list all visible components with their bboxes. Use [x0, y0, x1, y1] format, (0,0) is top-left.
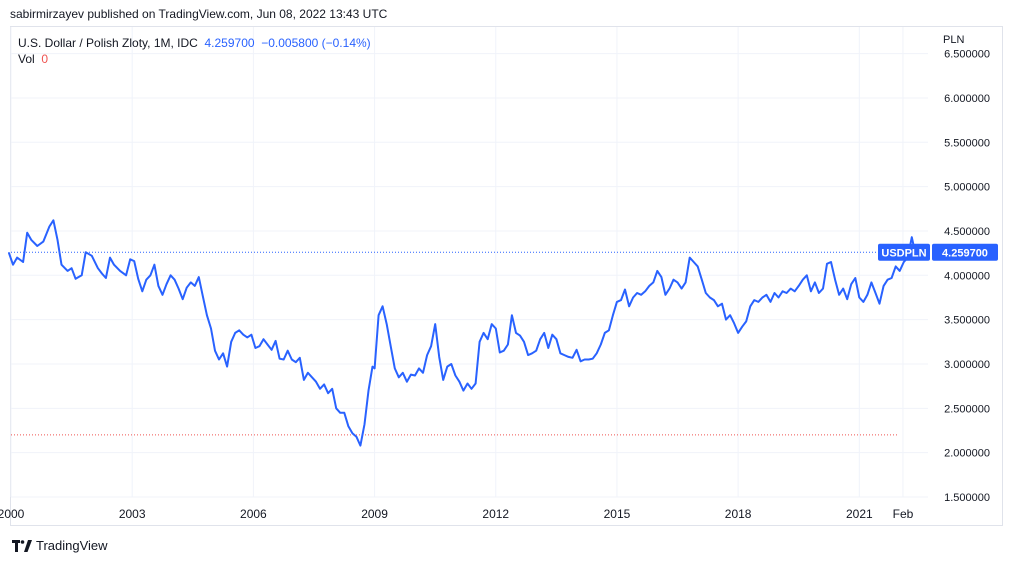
y-tick-label: 3.000000	[944, 359, 990, 371]
x-tick-label: 2003	[119, 507, 146, 521]
y-tick-label: 5.000000	[944, 182, 990, 194]
y-tick-label: 4.000000	[944, 270, 990, 282]
last-price-label: USDPLN 4.259700	[878, 243, 998, 261]
x-tick-label: 2009	[361, 507, 388, 521]
y-tick-label: 5.500000	[944, 137, 990, 149]
x-tick-label: 2015	[604, 507, 631, 521]
x-tick-label: 2018	[725, 507, 752, 521]
y-axis: 6.500000 6.000000 5.500000 5.000000 4.500000…	[944, 49, 990, 504]
footer-brand[interactable]: TradingView	[12, 538, 108, 553]
last-price-symbol-badge	[878, 243, 930, 261]
y-tick-label: 2.500000	[944, 403, 990, 415]
y-tick-label: 4.500000	[944, 226, 990, 238]
series-line-usdpln	[8, 219, 917, 447]
x-tick-label: 2006	[240, 507, 267, 521]
footer-brand-text: TradingView	[36, 538, 108, 553]
legend-change: −0.005800 (−0.14%)	[261, 36, 371, 50]
legend-symbol-row: U.S. Dollar / Polish Zloty, 1M, IDC 4.25…	[18, 35, 371, 51]
price-axis-currency: PLN	[943, 34, 965, 46]
y-tick-label: 2.000000	[944, 448, 990, 460]
legend-vol-value: 0	[41, 52, 49, 66]
x-tick-label: Feb	[893, 507, 914, 521]
legend-volume-row: Vol 0	[18, 51, 371, 67]
grid	[10, 27, 928, 498]
y-tick-label: 3.500000	[944, 315, 990, 327]
legend-last-value: 4.259700	[204, 36, 255, 50]
last-price-value-badge	[932, 243, 998, 261]
tradingview-logo-icon	[12, 539, 32, 552]
publisher-line: sabirmirzayev published on TradingView.c…	[10, 7, 388, 21]
y-tick-label: 1.500000	[944, 492, 990, 504]
x-tick-label: 2021	[846, 507, 873, 521]
price-series	[8, 219, 917, 447]
reference-lines	[11, 251, 898, 436]
x-tick-label: 2000	[0, 507, 25, 521]
last-price-symbol: USDPLN	[881, 247, 926, 259]
x-tick-label: 2012	[482, 507, 509, 521]
last-price-value: 4.259700	[942, 247, 988, 259]
y-tick-label: 6.500000	[944, 49, 990, 61]
y-tick-label: 6.000000	[944, 93, 990, 105]
chart-legend: U.S. Dollar / Polish Zloty, 1M, IDC 4.25…	[18, 35, 371, 67]
legend-vol-label[interactable]: Vol	[18, 52, 35, 66]
x-axis: 2000 2003 2006 2009 2012 2015 2018 2021 Feb	[0, 507, 914, 521]
legend-symbol-desc[interactable]: U.S. Dollar / Polish Zloty, 1M, IDC	[18, 36, 198, 50]
